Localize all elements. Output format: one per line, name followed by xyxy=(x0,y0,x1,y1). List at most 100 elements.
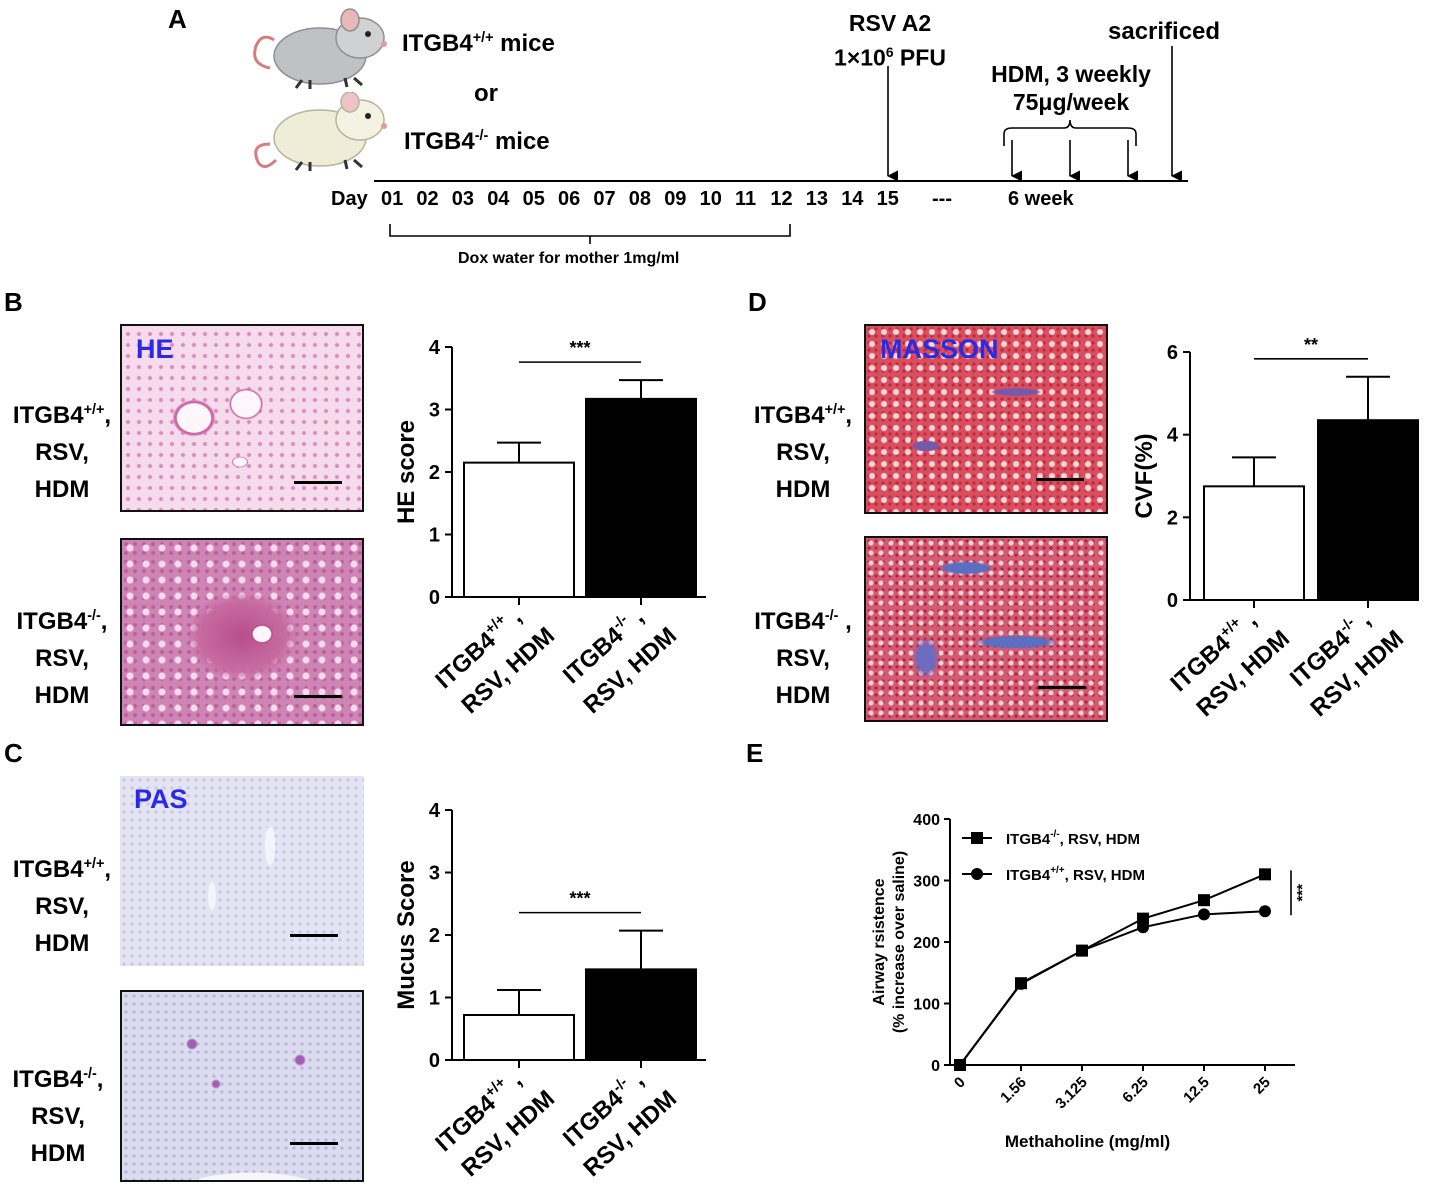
y-tick-label: 300 xyxy=(913,874,940,891)
x-tick-label: ITGB4+/+ ,RSV, HDM xyxy=(430,603,560,719)
day-tick-label: 14 xyxy=(841,188,864,210)
bar xyxy=(585,968,697,1061)
bar xyxy=(1317,419,1419,601)
x-tick-label: 12.5 xyxy=(1180,1074,1213,1107)
x-tick-label: ITGB4+/+ ,RSV, HDM xyxy=(1165,606,1295,722)
mucus-score-chart: 0 1 2 3 4 Mucus Score ITGB4+/+ ,RSV, HDMITGB4-… xyxy=(393,800,706,1182)
airway-resistance-chart: 0 100 200 300 400 0 1.56 3.125 6.25 12.5 25 Methaho… xyxy=(871,812,1311,1151)
masson-micrograph-wt: MASSON xyxy=(864,324,1108,514)
bar xyxy=(585,397,697,598)
y-axis-label-units: (% increase over saline) xyxy=(891,851,908,1033)
day-tick-label: 06 xyxy=(558,188,581,210)
pas-micrograph-wt: PAS xyxy=(120,776,364,966)
pas-stain-label: PAS xyxy=(134,784,188,814)
bar xyxy=(463,461,575,598)
he-score-chart: 0 1 2 3 4 HE score ITGB4+/+ ,RSV, HDMITGB4-/- … xyxy=(393,337,706,719)
x-tick-label: ITGB4-/- ,RSV, HDM xyxy=(1285,606,1409,722)
wt-mice-label: ITGB4+/+ mice xyxy=(402,30,555,57)
y-tick-label: 6 xyxy=(1167,342,1178,364)
mouse-grey-icon xyxy=(253,8,387,89)
hdm-schedule-label: HDM, 3 weekly 75μg/week xyxy=(991,61,1151,115)
day-tick-label: 04 xyxy=(487,188,510,210)
data-point-square xyxy=(1198,894,1210,907)
day-tick-label: 03 xyxy=(451,188,475,210)
y-axis-label: Mucus Score xyxy=(393,860,420,1009)
significance-stars: ** xyxy=(1304,335,1318,355)
series-line xyxy=(959,873,1266,1066)
masson-micrograph-ko xyxy=(864,536,1108,722)
sacrificed-label: sacrificed xyxy=(1108,18,1221,45)
y-tick-label: 0 xyxy=(429,587,440,609)
data-point-circle xyxy=(1259,905,1271,918)
row-label-ko-b: ITGB4-/-, RSV, HDM xyxy=(16,608,108,709)
y-tick-label: 1 xyxy=(429,988,440,1010)
panel-c-label: C xyxy=(4,738,23,768)
day-tick-label: 07 xyxy=(593,188,616,210)
panel-a-label: A xyxy=(168,4,187,34)
y-tick-label: 100 xyxy=(913,997,940,1014)
x-tick-label: 6.25 xyxy=(1119,1074,1152,1107)
row-label-ko-d: ITGB4-/- , RSV, HDM xyxy=(754,608,852,709)
panel-b-label: B xyxy=(4,287,23,317)
data-point-circle xyxy=(1076,944,1088,957)
day-tick-label: 05 xyxy=(522,188,545,210)
x-tick-label: ITGB4-/- ,RSV, HDM xyxy=(558,1066,682,1182)
y-axis-label: Airway rsistence xyxy=(871,878,888,1005)
data-point-circle xyxy=(1198,908,1210,921)
bar xyxy=(1203,485,1305,601)
day-tick-label: 01 xyxy=(381,188,404,210)
timeline-graphic xyxy=(374,46,1188,244)
ko-mice-label: ITGB4-/- mice xyxy=(404,128,550,155)
legend-label: ITGB4-/-, RSV, HDM xyxy=(1006,829,1140,848)
y-tick-label: 2 xyxy=(429,462,440,484)
day-tick-label: 10 xyxy=(699,188,722,210)
ellipsis-label: --- xyxy=(932,188,952,210)
y-tick-label: 3 xyxy=(429,400,440,422)
day-tick-label: 09 xyxy=(664,188,687,210)
or-label: or xyxy=(474,80,498,107)
significance-stars: *** xyxy=(569,338,590,358)
scale-bar xyxy=(294,481,342,484)
day-label: Day xyxy=(331,188,368,210)
y-tick-label: 4 xyxy=(429,800,441,822)
week-label: 6 week xyxy=(1008,188,1074,210)
x-tick-label: 25 xyxy=(1250,1074,1274,1098)
significance-stars: *** xyxy=(1294,884,1311,902)
x-axis-label: Methaholine (mg/ml) xyxy=(1005,1132,1170,1151)
he-micrograph-wt: HE xyxy=(120,324,364,512)
significance-stars: *** xyxy=(569,889,590,909)
row-label-ko-c: ITGB4-/-, RSV, HDM xyxy=(12,1066,104,1167)
day-tick-label: 11 xyxy=(735,188,757,210)
masson-stain-label: MASSON xyxy=(880,334,999,364)
y-axis-label: HE score xyxy=(393,420,420,524)
panel-d-label: D xyxy=(748,287,767,317)
bar xyxy=(463,1014,575,1061)
day-tick-label: 12 xyxy=(770,188,793,210)
x-tick-label: 3.125 xyxy=(1052,1074,1091,1113)
day-tick-label: 02 xyxy=(416,188,439,210)
y-tick-label: 0 xyxy=(429,1050,440,1072)
day-tick-label: 13 xyxy=(805,188,829,210)
row-label-wt-b: ITGB4+/+, RSV, HDM xyxy=(12,402,112,503)
y-tick-label: 0 xyxy=(931,1058,940,1075)
y-axis-label: CVF(%) xyxy=(1131,433,1158,518)
x-tick-label: 0 xyxy=(951,1074,969,1092)
scale-bar xyxy=(290,934,338,937)
dox-label: Dox water for mother 1mg/ml xyxy=(458,250,680,267)
y-tick-label: 3 xyxy=(429,863,440,885)
legend-marker-square xyxy=(971,832,983,844)
legend-label: ITGB4+/+, RSV, HDM xyxy=(1006,865,1145,884)
y-tick-label: 1 xyxy=(429,525,440,547)
day-tick-label: 15 xyxy=(876,188,899,210)
data-point-circle xyxy=(1137,921,1149,934)
x-tick-label: 1.56 xyxy=(997,1074,1030,1107)
pas-micrograph-ko xyxy=(120,990,364,1182)
data-point-square xyxy=(1259,868,1271,881)
rsv-dose-label: RSV A2 1×106 PFU xyxy=(834,10,946,71)
row-label-wt-c: ITGB4+/+, RSV, HDM xyxy=(12,856,112,957)
he-micrograph-ko xyxy=(120,538,364,726)
y-tick-label: 400 xyxy=(913,812,940,829)
legend-marker-circle xyxy=(971,868,983,880)
panel-e-label: E xyxy=(746,738,764,768)
data-point-circle xyxy=(1015,977,1027,990)
